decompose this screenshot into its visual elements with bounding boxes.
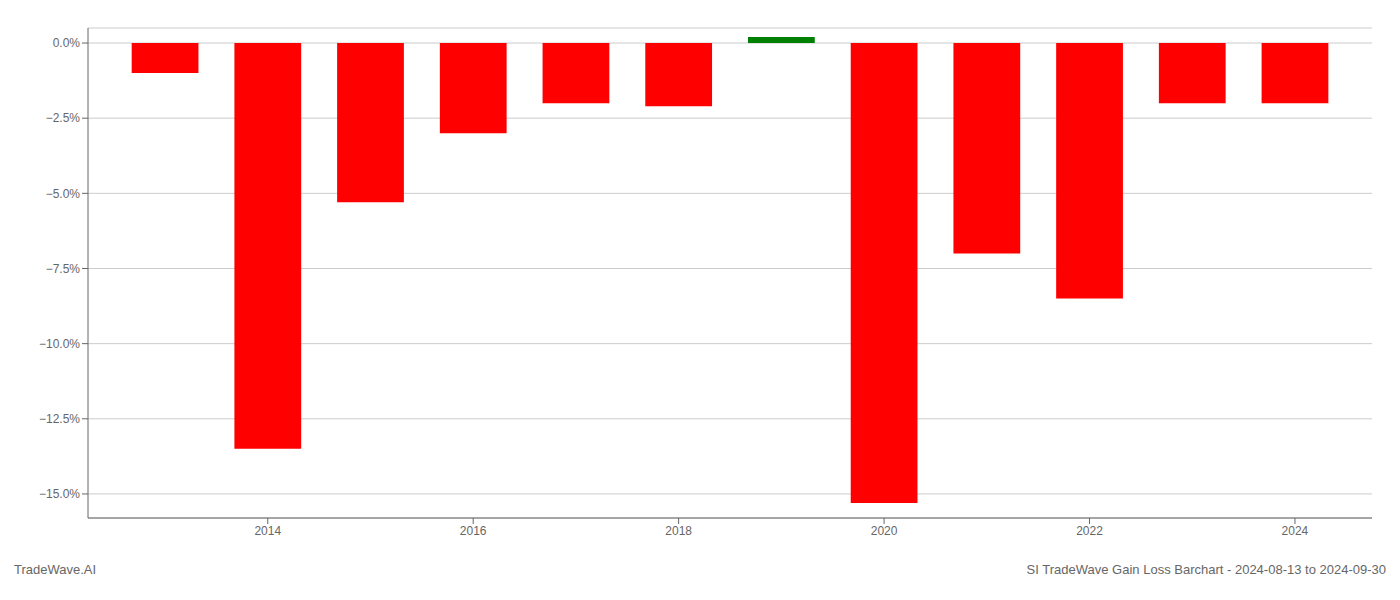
- svg-text:−5.0%: −5.0%: [46, 187, 81, 201]
- svg-text:−12.5%: −12.5%: [39, 412, 80, 426]
- svg-text:2014: 2014: [254, 524, 281, 538]
- svg-text:−2.5%: −2.5%: [46, 111, 81, 125]
- svg-text:2024: 2024: [1282, 524, 1309, 538]
- svg-text:−15.0%: −15.0%: [39, 487, 80, 501]
- svg-text:2020: 2020: [871, 524, 898, 538]
- svg-text:−10.0%: −10.0%: [39, 337, 80, 351]
- html-text:SI TradeWave Gain Loss Barchar: SI TradeWave Gain Loss Barchart - 2024-0…: [1026, 562, 1386, 577]
- svg-text:0.0%: 0.0%: [53, 36, 81, 50]
- html-text:TradeWave.AI: TradeWave.AI: [14, 562, 97, 577]
- svg-text:−7.5%: −7.5%: [46, 262, 81, 276]
- svg-text:2022: 2022: [1076, 524, 1103, 538]
- svg-text:2016: 2016: [460, 524, 487, 538]
- svg-text:2018: 2018: [665, 524, 692, 538]
